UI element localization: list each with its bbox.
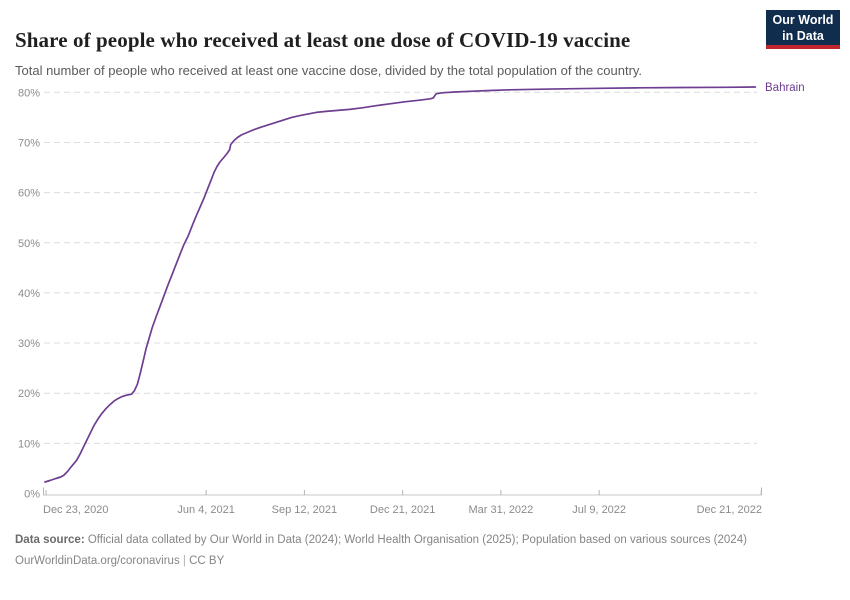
x-axis-tick-label: Dec 21, 2022 [697, 504, 762, 516]
line-chart-canvas[interactable]: 0% 10% 20% 30% 40% 50% 60% 70% 80% Dec 23, 2020 Ju… [0, 0, 850, 530]
chart-title: Share of people who received at least on… [15, 28, 631, 53]
chart-footer: Data source: Official data collated by O… [15, 532, 793, 571]
y-axis-tick-label: 80% [18, 87, 40, 99]
x-axis-tick-label: Dec 23, 2020 [43, 504, 108, 516]
y-axis-tick-label: 20% [18, 388, 40, 400]
license-label: CC BY [189, 554, 225, 567]
x-axis-tick-label: Jul 9, 2022 [572, 504, 626, 516]
owid-logo[interactable]: Our World in Data [766, 10, 840, 49]
y-axis-tick-label: 40% [18, 288, 40, 300]
x-axis-tick-label: Mar 31, 2022 [468, 504, 533, 516]
y-axis-tick-label: 60% [18, 188, 40, 200]
footer-separator: | [182, 554, 186, 567]
y-axis-tick-label: 10% [18, 438, 40, 450]
series-line-bahrain [44, 86, 757, 483]
data-source-label: Data source: [15, 534, 85, 546]
y-axis-tick-label: 0% [24, 489, 40, 501]
owid-logo-line2: in Data [782, 28, 824, 43]
owid-logo-line1: Our World [772, 12, 834, 27]
y-axis-tick-label: 30% [18, 338, 40, 350]
y-axis-tick-label: 50% [18, 238, 40, 250]
x-axis-tick-label: Jun 4, 2021 [177, 504, 235, 516]
x-axis-tick-label: Dec 21, 2021 [370, 504, 435, 516]
entity-label-bahrain[interactable]: Bahrain [765, 82, 805, 94]
chart-subtitle: Total number of people who received at l… [15, 63, 643, 78]
owid-coronavirus-link[interactable]: OurWorldinData.org/coronavirus [15, 554, 180, 567]
data-source-text: Official data collated by Our World in D… [84, 534, 747, 546]
data-source-line: Data source: Official data collated by O… [15, 532, 793, 550]
footer-link-line: OurWorldinData.org/coronavirus | CC BY [15, 553, 793, 571]
y-axis-tick-label: 70% [18, 137, 40, 149]
x-axis-tick-label: Sep 12, 2021 [272, 504, 337, 516]
